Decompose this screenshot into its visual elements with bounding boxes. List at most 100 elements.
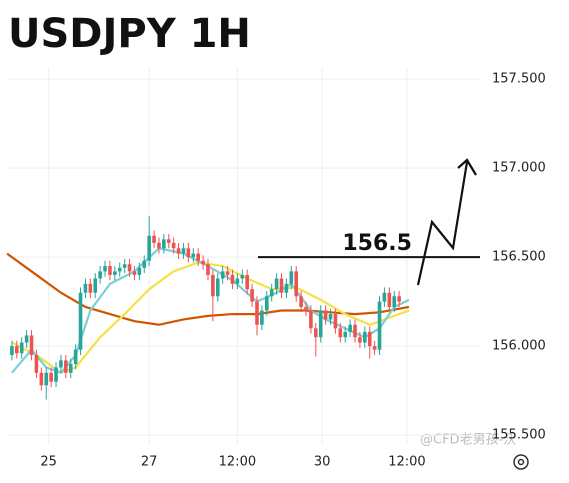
- candle-body: [367, 331, 372, 347]
- candle-body: [103, 266, 107, 272]
- candle-body: [294, 271, 298, 297]
- candle-body: [269, 289, 274, 297]
- candle-body: [235, 278, 240, 284]
- candle-body: [44, 372, 49, 386]
- candle-body: [127, 264, 132, 272]
- x-tick-label: 25: [40, 455, 57, 470]
- candle-body: [108, 266, 112, 275]
- candle-body: [264, 296, 269, 311]
- candle-body: [274, 278, 279, 290]
- candle-body: [397, 296, 401, 302]
- candle-body: [147, 235, 151, 261]
- candle-body: [98, 271, 102, 279]
- candle-body: [245, 274, 249, 290]
- candle-body: [309, 310, 313, 329]
- y-tick-label: 157.500: [492, 72, 546, 87]
- candle-body: [284, 283, 289, 293]
- candle-body: [215, 278, 220, 297]
- candle-body: [260, 310, 264, 325]
- candle-body: [54, 367, 58, 382]
- candle-body: [176, 248, 181, 254]
- candle-body: [191, 253, 196, 258]
- candle-body: [171, 242, 176, 249]
- candle-body: [225, 271, 230, 275]
- candle-body: [157, 242, 161, 249]
- candle-body: [348, 324, 352, 332]
- candle-body: [113, 271, 117, 275]
- gear-inner[interactable]: [517, 458, 525, 466]
- candle-body: [83, 283, 88, 293]
- candle-body: [314, 328, 318, 338]
- y-tick-label: 157.000: [492, 161, 546, 176]
- candle-body: [19, 342, 24, 354]
- candle-body: [353, 324, 357, 338]
- candle-body: [230, 274, 235, 284]
- candle-body: [10, 346, 14, 356]
- candle-body: [88, 283, 93, 293]
- x-tick-label: 27: [141, 455, 158, 470]
- candle-body: [49, 372, 53, 382]
- candle-body: [220, 271, 225, 279]
- candle-body: [250, 289, 254, 302]
- candle-body: [15, 346, 19, 354]
- candle-body: [186, 248, 191, 258]
- y-tick-label: 156.500: [492, 250, 546, 265]
- candle-body: [338, 328, 343, 338]
- candle-body: [372, 346, 377, 350]
- candle-body: [68, 363, 73, 373]
- candle-body: [343, 331, 348, 338]
- candle-body: [137, 267, 142, 275]
- candle-body: [328, 314, 333, 320]
- candle-body: [377, 301, 382, 350]
- candle-body: [196, 253, 200, 261]
- candle-body: [333, 314, 338, 329]
- candle-body: [39, 372, 44, 386]
- candle-body: [382, 292, 387, 302]
- chart-title: USDJPY 1H: [8, 11, 251, 57]
- candle-body: [358, 337, 362, 343]
- candle-body: [211, 274, 215, 297]
- candle-body: [289, 271, 294, 284]
- watermark: @CFD老男孩-沃: [420, 433, 516, 448]
- candle-body: [240, 274, 245, 279]
- candle-body: [201, 260, 205, 265]
- candle-body: [78, 292, 83, 350]
- candle-body: [117, 267, 122, 272]
- candle-body: [206, 264, 210, 275]
- gear-outer[interactable]: [513, 454, 529, 470]
- y-tick-label: 155.500: [492, 428, 546, 443]
- candle-body: [181, 248, 186, 254]
- candle-body: [93, 278, 98, 293]
- candle-body: [64, 360, 68, 373]
- candle-body: [255, 301, 259, 325]
- candle-body: [132, 271, 137, 275]
- candle-body: [142, 260, 147, 268]
- candle-body: [299, 296, 303, 307]
- candle-body: [73, 349, 78, 364]
- moving-average: [6, 252, 410, 326]
- candle-body: [323, 310, 328, 320]
- candle-body: [304, 306, 308, 311]
- candle-body: [318, 310, 323, 338]
- level-label: 156.5: [342, 231, 412, 256]
- candle-body: [122, 264, 127, 268]
- candle-body: [29, 335, 34, 356]
- candle-body: [363, 331, 367, 343]
- settings-icon[interactable]: [513, 454, 529, 470]
- candle-body: [392, 296, 397, 307]
- candle-body: [152, 235, 156, 243]
- x-tick-label: 12:00: [219, 455, 256, 470]
- candle-body: [166, 239, 171, 243]
- x-tick-label: 30: [314, 455, 331, 470]
- moving-average: [11, 261, 410, 375]
- candle-body: [279, 278, 284, 293]
- candle-body: [24, 335, 29, 343]
- candle-body: [59, 360, 63, 368]
- x-tick-label: 12:00: [388, 455, 425, 470]
- y-tick-label: 156.000: [492, 339, 546, 354]
- candle-body: [162, 239, 166, 249]
- candle-body: [387, 292, 392, 307]
- arrow: [416, 158, 477, 286]
